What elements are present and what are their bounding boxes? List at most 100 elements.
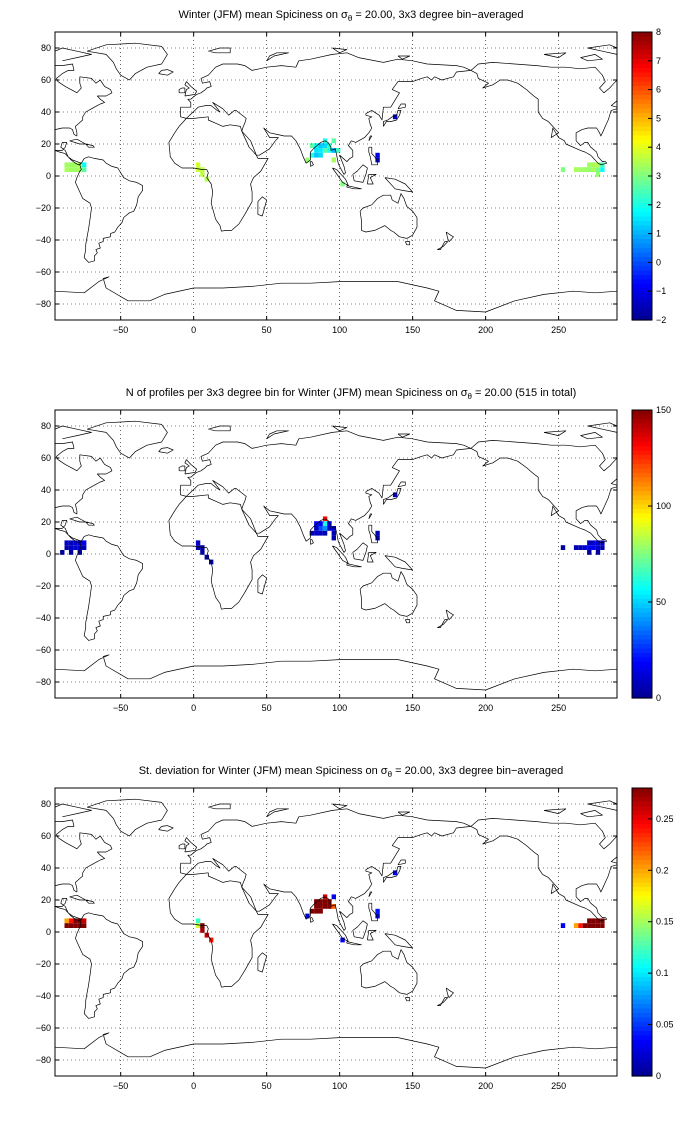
colorbar-segment xyxy=(632,464,652,470)
data-cell xyxy=(318,904,323,909)
y-tick-label: 40 xyxy=(41,863,51,873)
colorbar-segment xyxy=(632,860,652,866)
colorbar-segment xyxy=(632,599,652,605)
data-cell xyxy=(327,899,332,904)
colorbar-segment xyxy=(632,257,652,263)
coastline xyxy=(257,196,268,217)
colorbar: 150 100 50 0 xyxy=(631,405,671,703)
data-cell xyxy=(600,545,605,550)
coastline xyxy=(184,459,197,475)
colorbar-segment xyxy=(632,99,652,105)
colorbar-segment xyxy=(632,104,652,110)
colorbar-segment xyxy=(632,1040,652,1046)
colorbar-segment xyxy=(632,455,652,461)
data-cell xyxy=(68,545,74,550)
colorbar-segment xyxy=(632,162,652,168)
map-figure: Winter (JFM) mean Spiciness on σθ = 20.0… xyxy=(36,9,667,335)
colorbar-segment xyxy=(632,531,652,537)
data-cell xyxy=(318,908,323,914)
coastline xyxy=(397,55,411,60)
colorbar-segment xyxy=(632,180,652,186)
y-tick-label: 20 xyxy=(41,895,51,905)
coastline xyxy=(54,898,82,922)
data-cell xyxy=(68,550,74,555)
x-tick-label: 250 xyxy=(551,1081,566,1091)
coastline xyxy=(367,174,377,185)
coastline xyxy=(158,69,174,76)
colorbar-segment xyxy=(632,891,652,897)
y-tick-label: 60 xyxy=(41,75,51,85)
map-title: Winter (JFM) mean Spiciness on σθ = 20.0… xyxy=(178,9,523,23)
y-tick-label: 40 xyxy=(41,485,51,495)
colorbar-segment xyxy=(632,594,652,600)
data-cell xyxy=(195,540,201,546)
colorbar-segment xyxy=(632,1008,652,1014)
colorbar-tick-label: 1 xyxy=(656,229,661,239)
std-deviation-map-panel: St. deviation for Winter (JFM) mean Spic… xyxy=(0,756,696,1136)
colorbar-segment xyxy=(632,437,652,443)
colorbar-segment xyxy=(632,1031,652,1037)
colorbar-frame xyxy=(631,409,653,699)
colorbar-segment xyxy=(632,527,652,533)
colorbar-segment xyxy=(632,194,652,200)
colorbar-segment xyxy=(632,864,652,870)
data-cell xyxy=(77,550,82,555)
colorbar-segment xyxy=(632,270,652,276)
colorbar-segment xyxy=(632,797,652,803)
colorbar-segment xyxy=(632,414,652,420)
colorbar-segment xyxy=(632,239,652,245)
x-tick-label: 0 xyxy=(191,1081,196,1091)
colorbar-segment xyxy=(632,801,652,807)
colorbar-segment xyxy=(632,617,652,623)
coastline xyxy=(54,1032,618,1069)
colorbar-segment xyxy=(632,477,652,483)
data-cell xyxy=(77,545,82,550)
colorbar-segment xyxy=(632,972,652,978)
colorbar-segment xyxy=(632,1035,652,1041)
data-cell xyxy=(392,492,398,498)
coastline xyxy=(397,481,406,488)
colorbar-segment xyxy=(632,563,652,569)
colorbar-segment xyxy=(632,873,652,879)
colorbar-tick-label: 0.05 xyxy=(656,1020,674,1030)
colorbar-segment xyxy=(632,540,652,546)
y-tick-label: 80 xyxy=(41,421,51,431)
data-cell xyxy=(587,167,592,172)
colorbar-segment xyxy=(632,1058,652,1064)
data-cell xyxy=(68,167,74,172)
data-cell xyxy=(587,545,592,550)
coastline xyxy=(359,193,418,239)
colorbar-segment xyxy=(632,545,652,551)
y-tick-label: −40 xyxy=(36,235,51,245)
colorbar-segment xyxy=(632,1013,652,1019)
x-tick-label: −50 xyxy=(113,703,128,713)
colorbar-segment xyxy=(632,828,652,834)
data-cell xyxy=(578,545,583,550)
coastline xyxy=(359,949,418,995)
y-tick-label: −80 xyxy=(36,677,51,687)
data-cell xyxy=(327,521,332,526)
colorbar-segment xyxy=(632,468,652,474)
data-cell xyxy=(314,904,319,909)
data-cell xyxy=(314,148,319,153)
coastline xyxy=(266,808,289,818)
data-cell xyxy=(73,540,78,546)
coastline xyxy=(352,920,368,939)
colorbar-segment xyxy=(632,284,652,290)
colorbar-segment xyxy=(632,59,652,65)
data-cell xyxy=(204,176,209,182)
x-tick-label: 200 xyxy=(478,703,493,713)
colorbar-segment xyxy=(632,954,652,960)
colorbar-segment xyxy=(632,279,652,285)
data-cell xyxy=(64,923,69,928)
coastline xyxy=(85,521,95,526)
data-cell xyxy=(582,545,588,550)
y-tick-label: 0 xyxy=(46,927,51,937)
colorbar-segment xyxy=(632,108,652,114)
data-cell xyxy=(331,526,336,531)
colorbar-segment xyxy=(632,657,652,663)
data-cell xyxy=(318,152,323,158)
data-cell xyxy=(600,162,605,168)
colorbar-segment xyxy=(632,909,652,915)
colorbar-segment xyxy=(632,671,652,677)
